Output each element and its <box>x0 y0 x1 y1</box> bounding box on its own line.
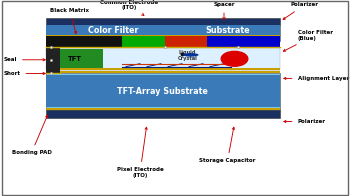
Text: Color Filter
(Blue): Color Filter (Blue) <box>284 30 332 51</box>
Text: Short: Short <box>4 71 45 76</box>
Text: Pixel Electrode
(ITO): Pixel Electrode (ITO) <box>117 127 163 178</box>
FancyBboxPatch shape <box>206 36 280 47</box>
Text: TFT: TFT <box>68 56 82 62</box>
FancyBboxPatch shape <box>46 35 280 36</box>
FancyBboxPatch shape <box>46 75 280 107</box>
FancyBboxPatch shape <box>46 18 280 25</box>
Text: Color Filter: Color Filter <box>89 26 139 35</box>
FancyBboxPatch shape <box>46 47 280 48</box>
FancyBboxPatch shape <box>46 71 280 73</box>
FancyBboxPatch shape <box>164 36 206 47</box>
FancyBboxPatch shape <box>46 48 280 70</box>
Text: Common Electrode
(ITO): Common Electrode (ITO) <box>100 0 159 15</box>
Text: Black Matrix: Black Matrix <box>50 8 90 34</box>
FancyBboxPatch shape <box>46 25 280 41</box>
FancyBboxPatch shape <box>122 36 164 47</box>
Text: Polarizer: Polarizer <box>283 2 318 19</box>
Text: Storage Capacitor: Storage Capacitor <box>199 127 256 163</box>
FancyBboxPatch shape <box>46 70 280 71</box>
FancyBboxPatch shape <box>49 49 103 68</box>
Text: Substrate: Substrate <box>205 26 250 35</box>
Text: TFT-Array Substrate: TFT-Array Substrate <box>117 87 208 96</box>
Text: Polarizer: Polarizer <box>284 119 326 124</box>
Circle shape <box>221 51 248 66</box>
Text: Bonding PAD: Bonding PAD <box>12 115 51 155</box>
FancyBboxPatch shape <box>46 36 122 47</box>
Text: Alignment Layer: Alignment Layer <box>284 76 349 81</box>
FancyBboxPatch shape <box>46 48 60 73</box>
Text: Seal: Seal <box>4 57 45 62</box>
FancyBboxPatch shape <box>46 73 280 110</box>
FancyBboxPatch shape <box>46 68 280 70</box>
FancyBboxPatch shape <box>46 110 280 118</box>
FancyBboxPatch shape <box>46 25 280 35</box>
FancyBboxPatch shape <box>46 108 280 110</box>
Ellipse shape <box>183 53 199 57</box>
Text: Spacer: Spacer <box>213 2 235 20</box>
Text: Liquid
Crystal: Liquid Crystal <box>177 50 197 61</box>
